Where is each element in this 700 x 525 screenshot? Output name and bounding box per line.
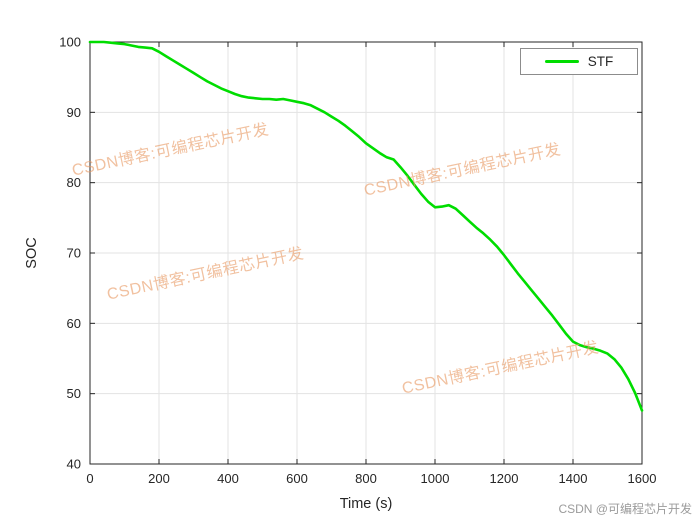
y-tick-label: 70 xyxy=(67,246,81,261)
x-tick-label: 800 xyxy=(355,471,377,486)
x-tick-label: 1000 xyxy=(421,471,450,486)
x-tick-label: 0 xyxy=(86,471,93,486)
csdn-credit: CSDN @可编程芯片开发 xyxy=(558,502,692,516)
y-tick-label: 90 xyxy=(67,105,81,120)
y-tick-label: 60 xyxy=(67,316,81,331)
y-tick-label: 40 xyxy=(67,457,81,472)
x-tick-label: 1400 xyxy=(559,471,588,486)
x-tick-label: 1600 xyxy=(628,471,657,486)
legend-label: STF xyxy=(587,54,614,69)
x-tick-label: 1200 xyxy=(490,471,519,486)
y-axis-label: SOC xyxy=(24,237,40,268)
x-tick-label: 600 xyxy=(286,471,308,486)
x-axis-label: Time (s) xyxy=(340,496,393,512)
x-tick-label: 200 xyxy=(148,471,170,486)
series-line-STF xyxy=(88,40,644,412)
y-tick-label: 100 xyxy=(59,35,81,50)
y-tick-label: 80 xyxy=(67,175,81,190)
chart-legend: STF xyxy=(520,48,638,75)
x-tick-label: 400 xyxy=(217,471,239,486)
legend-line-sample xyxy=(544,60,579,63)
y-tick-label: 50 xyxy=(67,386,81,401)
